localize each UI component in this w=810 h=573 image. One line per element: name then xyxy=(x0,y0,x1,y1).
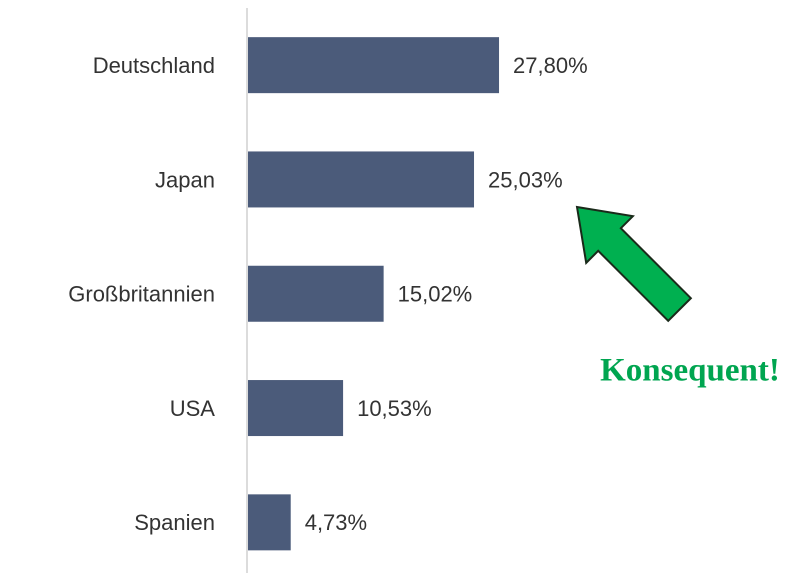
bar xyxy=(248,380,344,437)
arrow xyxy=(575,205,693,323)
bar xyxy=(248,37,500,94)
category-label: Spanien xyxy=(134,510,215,535)
bar xyxy=(248,151,475,208)
category-label: Deutschland xyxy=(93,53,215,78)
bar xyxy=(248,494,291,551)
value-label: 10,53% xyxy=(357,396,432,421)
category-label: USA xyxy=(170,396,216,421)
category-label: Japan xyxy=(155,167,215,192)
annotation: Konsequent! xyxy=(600,353,780,389)
value-label: 25,03% xyxy=(488,167,563,192)
bar xyxy=(248,265,384,322)
value-label: 15,02% xyxy=(398,282,473,307)
value-label: 4,73% xyxy=(305,510,367,535)
category-label: Großbritannien xyxy=(68,282,215,307)
value-label: 27,80% xyxy=(513,53,588,78)
